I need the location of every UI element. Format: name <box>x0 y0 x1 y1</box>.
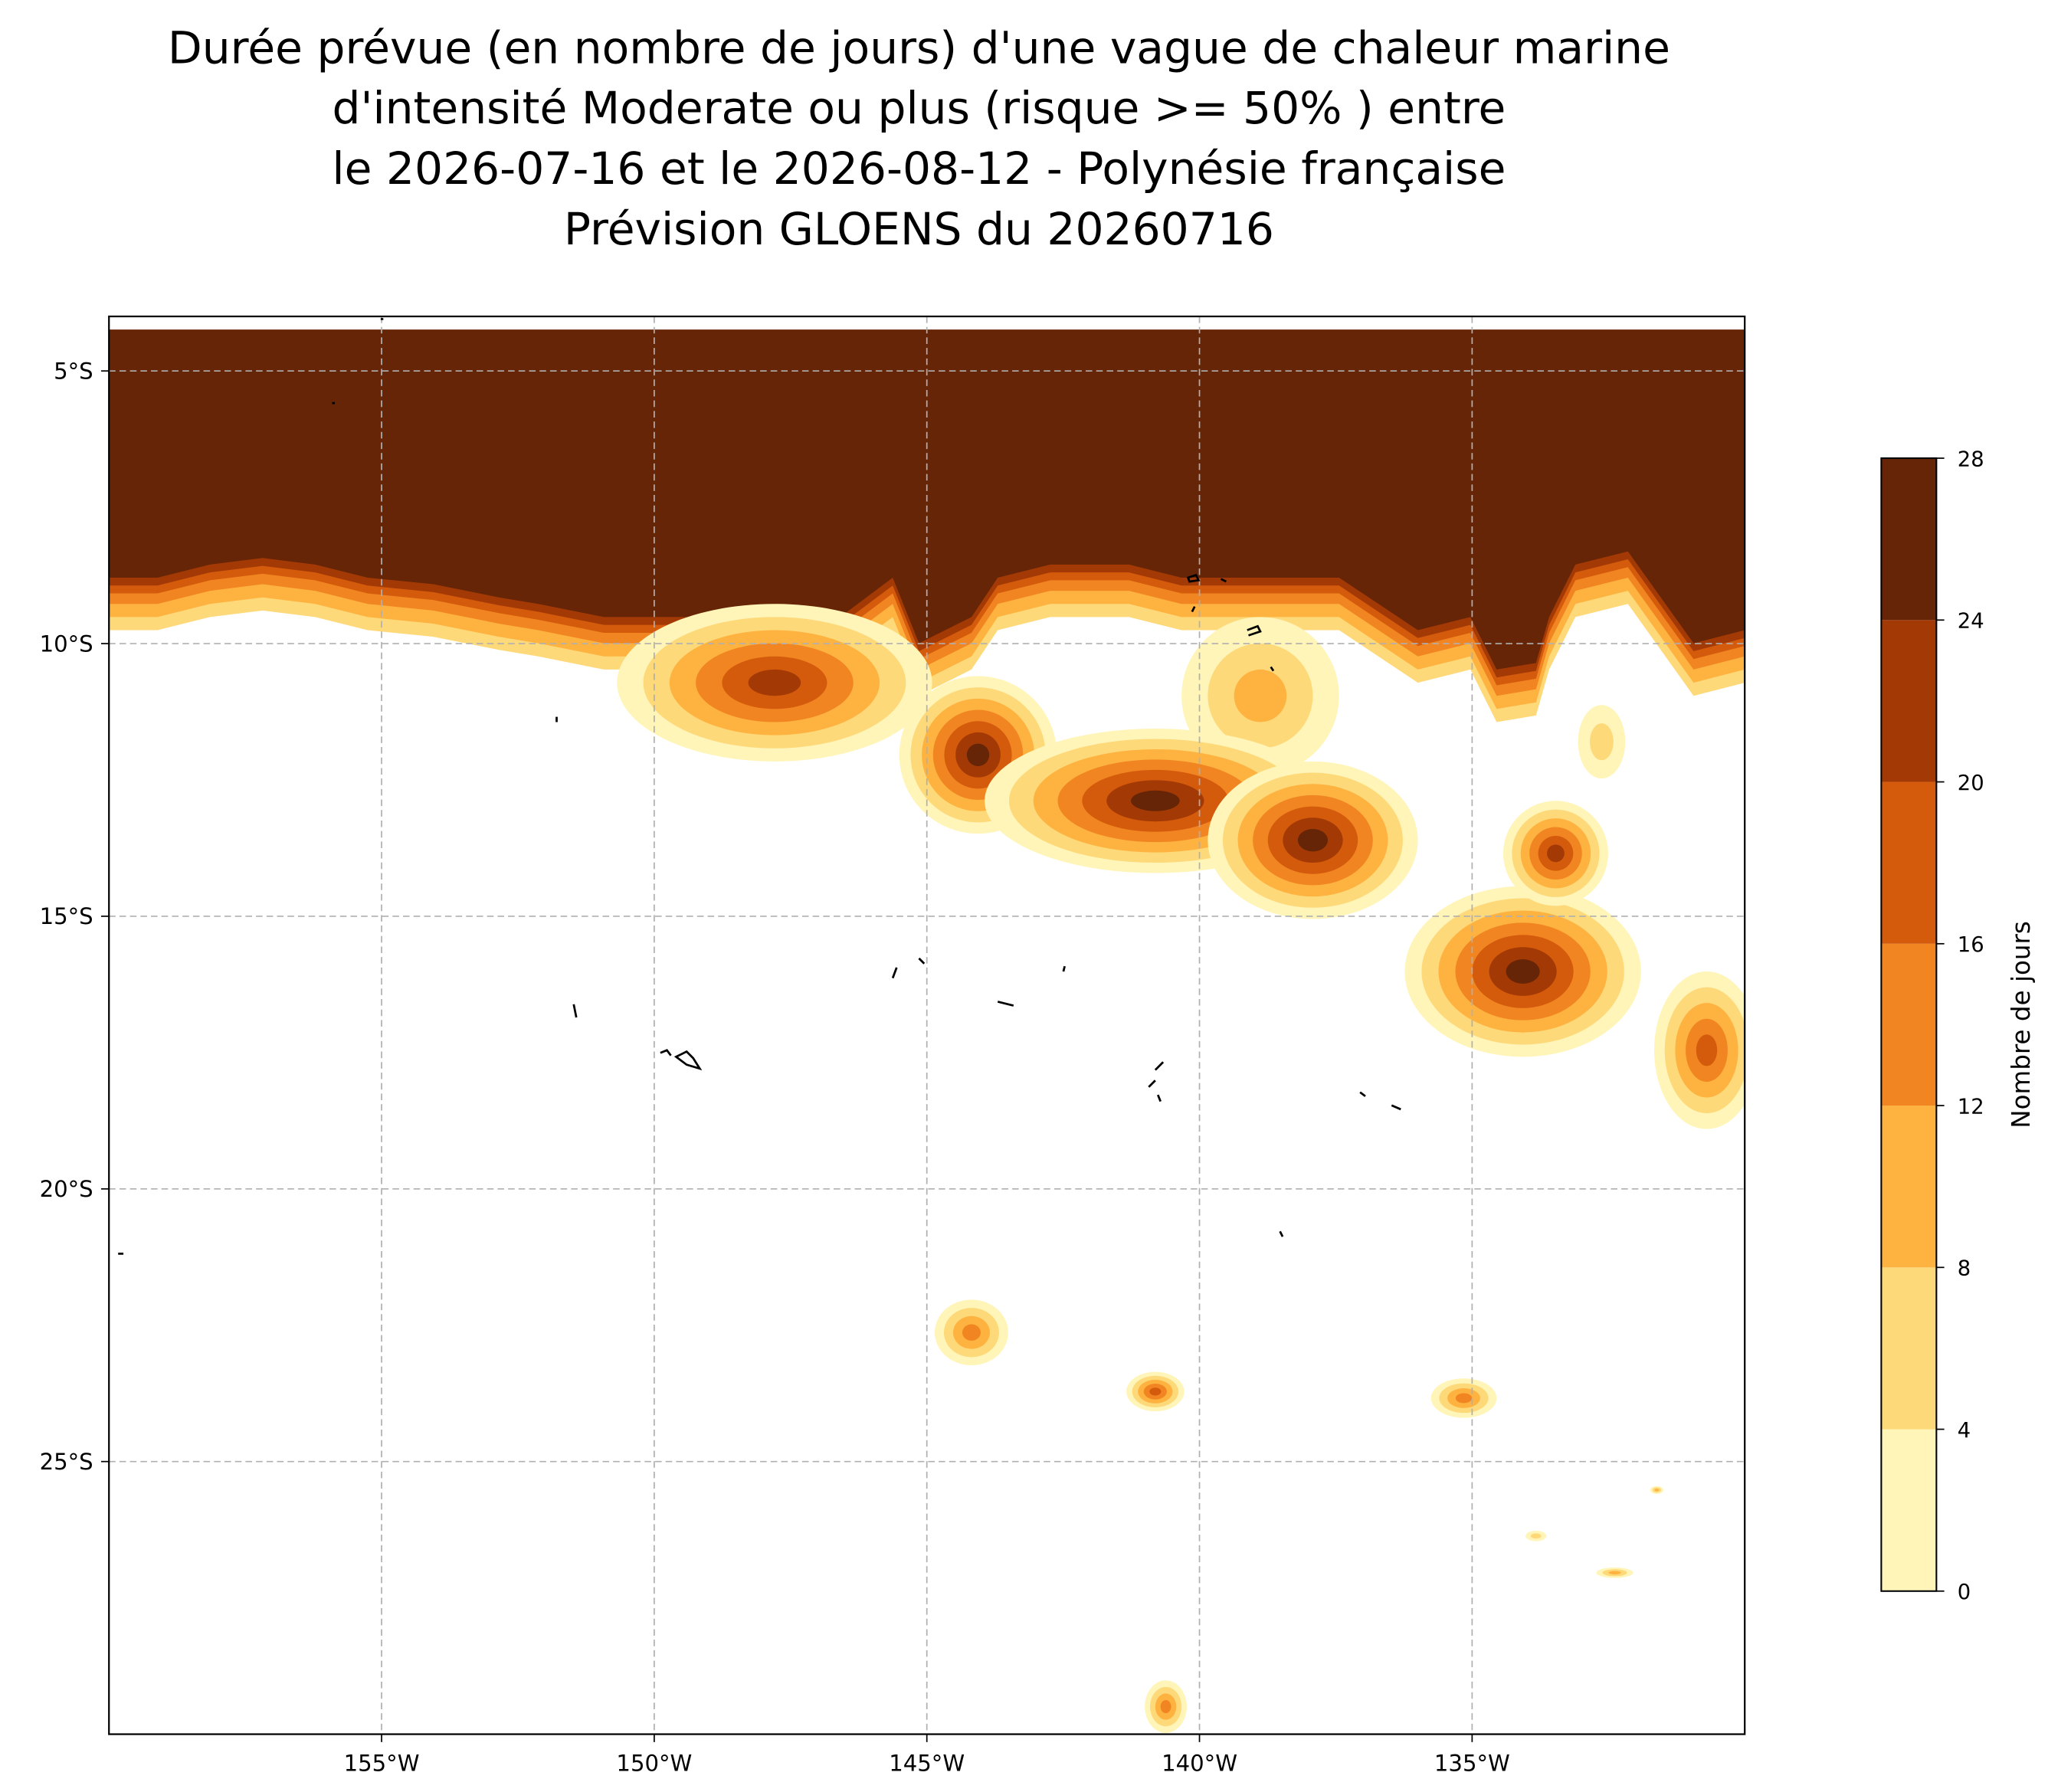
contour-blob <box>1590 723 1614 761</box>
colorbar-tick-label: 28 <box>1958 447 1984 471</box>
contour-blob <box>1455 1393 1473 1404</box>
contour-blob <box>1654 1489 1660 1492</box>
colorbar-tick-label: 24 <box>1958 610 1984 634</box>
x-tick-label: 135°W <box>1434 1751 1510 1777</box>
x-tick-label: 150°W <box>616 1751 692 1777</box>
colorbar-label: Nombre de jours <box>2007 921 2036 1129</box>
y-tick-label: 15°S <box>40 903 93 929</box>
colorbar-tick-label: 12 <box>1958 1095 1984 1119</box>
title-line: le 2026-07-16 et le 2026-08-12 - Polynés… <box>332 143 1506 195</box>
colorbar-segment <box>1881 943 1937 1106</box>
colorbar-segment <box>1881 1106 1937 1268</box>
y-tick-label: 25°S <box>40 1449 93 1475</box>
contour-blob <box>1131 790 1180 811</box>
contour-blob <box>962 1324 981 1341</box>
x-tick-label: 145°W <box>889 1751 965 1777</box>
title-line: d'intensité Moderate ou plus (risque >= … <box>332 82 1506 134</box>
title-line: Prévision GLOENS du 20260716 <box>564 203 1274 255</box>
contour-blob <box>1547 844 1565 863</box>
colorbar-tick-label: 0 <box>1958 1581 1971 1604</box>
colorbar-segment <box>1881 1267 1937 1430</box>
contour-blob <box>1530 1533 1542 1539</box>
plot-frame <box>108 315 1746 1735</box>
colorbar-tick-label: 16 <box>1958 933 1984 957</box>
title: Durée prévue (en nombre de jours) d'une … <box>168 21 1670 254</box>
colorbar-segment <box>1881 1429 1937 1591</box>
contour-blob <box>1160 1699 1171 1714</box>
colorbar: 0 4 8 12 16 20 24 28 Nombre de jours <box>1880 447 2036 1604</box>
colorbar-frame <box>1880 457 1938 1592</box>
y-tick-label: 5°S <box>54 358 93 384</box>
y-tick-label: 10°S <box>40 631 93 657</box>
y-tick-label: 20°S <box>40 1176 93 1202</box>
colorbar-segment <box>1881 620 1937 782</box>
islands <box>118 318 1401 1255</box>
contour-blob <box>1234 669 1287 722</box>
contour-blob <box>1608 1571 1621 1575</box>
contour-blob <box>1696 1034 1718 1066</box>
colorbar-tick-label: 8 <box>1958 1257 1971 1281</box>
contour-blob <box>1297 828 1329 852</box>
contour-blob <box>748 669 801 696</box>
map-area <box>109 329 1745 1733</box>
grid: 155°W 150°W 145°W 140°W 135°W 5°S 10°S 15°S 20°S… <box>40 316 1745 1777</box>
x-tick-label: 155°W <box>344 1751 420 1777</box>
colorbar-tick-label: 20 <box>1958 772 1984 795</box>
colorbar-tick-label: 4 <box>1958 1419 1971 1443</box>
x-tick-label: 140°W <box>1162 1751 1237 1777</box>
colorbar-segment <box>1881 458 1937 621</box>
contour-blob <box>966 743 990 766</box>
contour-blob <box>1506 959 1540 984</box>
contour-blob <box>1149 1387 1162 1396</box>
colorbar-segment <box>1881 781 1937 944</box>
title-line: Durée prévue (en nombre de jours) d'une … <box>168 21 1670 74</box>
